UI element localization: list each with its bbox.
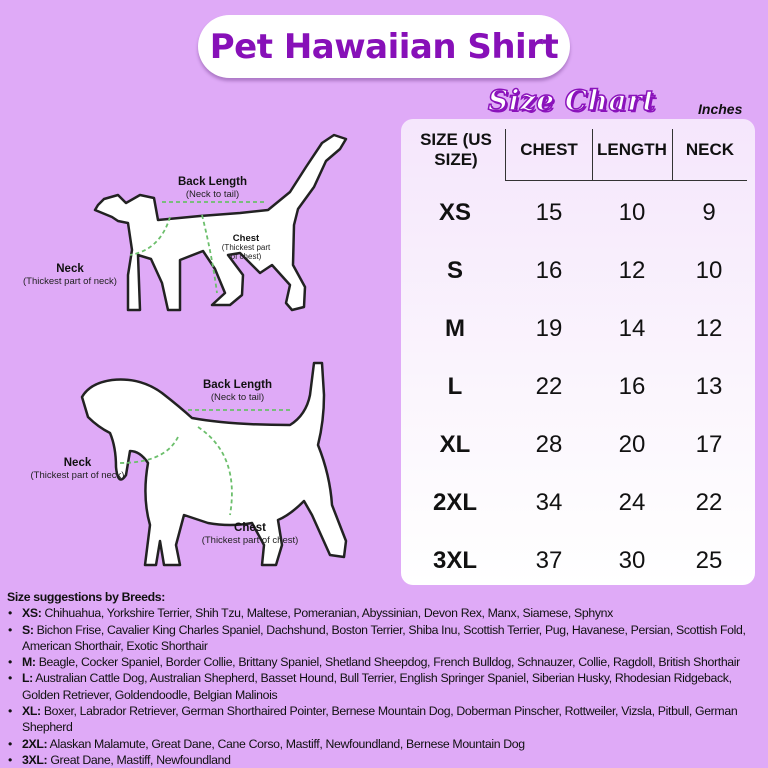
length-cell: 24: [618, 489, 646, 516]
breed-names: Great Dane, Mastiff, Newfoundland: [47, 752, 231, 767]
breed-list-item: 2XL: Alaskan Malamute, Great Dane, Cane …: [7, 736, 765, 753]
cat-neck-title: Neck: [56, 263, 84, 275]
cat-back-length-note: (Neck to tail): [185, 189, 240, 200]
size-cell: L: [447, 373, 463, 400]
header-divider: [505, 180, 747, 181]
cat-back-length-title: Back Length: [177, 176, 247, 188]
cat-chest-title: Chest: [232, 233, 260, 244]
size-cell: S: [446, 257, 463, 284]
chest-cell: 19: [535, 315, 563, 342]
breed-size-label: S:: [22, 622, 34, 637]
dog-chest-title: Chest: [234, 522, 266, 534]
dog-illustration: [80, 361, 348, 567]
column-divider: [592, 129, 593, 180]
dog-back-length-label: Back Length (Neck to tail): [185, 379, 290, 404]
chest-cell: 34: [535, 489, 563, 516]
neck-cell: 10: [695, 257, 723, 284]
unit-label: Inches: [698, 101, 743, 117]
dog-chest-label: Chest (Thickest part of chest): [185, 522, 315, 547]
chest-cell: 28: [535, 431, 563, 458]
cat-neck-label: Neck (Thickest part of neck): [10, 263, 130, 288]
neck-cell: 25: [695, 547, 723, 574]
chest-cell: 37: [535, 547, 563, 574]
header-length: LENGTH: [597, 139, 667, 159]
breed-names: Chihuahua, Yorkshire Terrier, Shih Tzu, …: [41, 606, 614, 621]
chest-cell: 22: [535, 373, 563, 400]
size-cell: M: [445, 315, 465, 342]
size-cell: 3XL: [432, 547, 477, 574]
cat-silhouette: [93, 133, 348, 312]
column-divider: [505, 129, 506, 180]
dog-chest-note: (Thickest part of chest): [201, 535, 299, 546]
cat-neck-note: (Thickest part of neck): [23, 276, 117, 287]
dog-neck-note: (Thickest part of neck): [30, 470, 125, 481]
neck-measure-line: [119, 436, 179, 464]
size-cell: XL: [439, 431, 471, 458]
cat-illustration: [93, 133, 348, 312]
dog-neck-label: Neck (Thickest part of neck): [15, 457, 140, 482]
breed-list-item: 3XL: Great Dane, Mastiff, Newfoundland: [7, 752, 765, 768]
breed-suggestions: Size suggestions by Breeds: XS: Chihuahu…: [7, 589, 765, 768]
breed-list: XS: Chihuahua, Yorkshire Terrier, Shih T…: [7, 605, 765, 768]
chest-measure-line: [201, 214, 218, 294]
chest-measure-line: [197, 426, 233, 516]
chest-cell: 16: [535, 257, 563, 284]
size-cell: XS: [438, 199, 471, 226]
header-neck: NECK: [685, 139, 735, 159]
neck-cell: 22: [695, 489, 723, 516]
dog-back-length-note: (Neck to tail): [210, 392, 265, 403]
dog-neck-title: Neck: [63, 457, 92, 469]
breed-names: Beagle, Cocker Spaniel, Border Collie, B…: [35, 655, 741, 670]
cat-chest-label: Chest (Thickest part of chest): [220, 234, 272, 261]
header-chest: CHEST: [520, 139, 578, 159]
neck-cell: 13: [695, 373, 723, 400]
breed-list-item: XL: Boxer, Labrador Retriever, German Sh…: [7, 703, 765, 736]
breed-list-item: XS: Chihuahua, Yorkshire Terrier, Shih T…: [7, 605, 765, 622]
breed-size-label: M:: [22, 655, 36, 670]
breeds-heading: Size suggestions by Breeds:: [7, 590, 165, 604]
column-divider: [672, 129, 673, 180]
chest-cell: 15: [535, 199, 563, 226]
breed-list-item: M: Beagle, Cocker Spaniel, Border Collie…: [7, 654, 765, 671]
dog-back-length-title: Back Length: [202, 379, 272, 391]
breed-size-label: 3XL:: [22, 752, 48, 767]
neck-cell: 17: [695, 431, 723, 458]
breed-list-item: S: Bichon Frise, Cavalier King Charles S…: [7, 622, 765, 655]
breed-names: Boxer, Labrador Retriever, German Shorth…: [22, 704, 738, 735]
breed-names: Alaskan Malamute, Great Dane, Cane Corso…: [47, 736, 526, 751]
length-cell: 30: [618, 547, 646, 574]
cat-chest-note: (Thickest part of chest): [221, 243, 271, 261]
page-title: Pet Hawaiian Shirt: [209, 26, 559, 67]
length-cell: 14: [618, 315, 646, 342]
header-size: SIZE (US SIZE): [420, 129, 492, 169]
size-table: SIZE (US SIZE) CHEST LENGTH NECK XS 15 10 9…: [401, 119, 755, 585]
size-chart-heading: Size Chart: [487, 83, 656, 118]
breed-names: Bichon Frise, Cavalier King Charles Span…: [22, 622, 746, 653]
breed-size-label: XL:: [22, 704, 41, 719]
breed-size-label: 2XL:: [22, 736, 48, 751]
breed-size-label: L:: [22, 671, 33, 686]
neck-measure-line: [129, 216, 171, 256]
length-cell: 12: [618, 257, 646, 284]
breed-list-item: L: Australian Cattle Dog, Australian She…: [7, 670, 765, 703]
neck-cell: 9: [702, 199, 716, 226]
size-cell: 2XL: [432, 489, 477, 516]
cat-back-length-label: Back Length (Neck to tail): [160, 176, 265, 201]
length-cell: 16: [618, 373, 646, 400]
neck-cell: 12: [695, 315, 723, 342]
title-banner: Pet Hawaiian Shirt: [198, 15, 570, 78]
length-cell: 10: [618, 199, 646, 226]
breed-size-label: XS:: [22, 606, 42, 621]
length-cell: 20: [618, 431, 646, 458]
breed-names: Australian Cattle Dog, Australian Shephe…: [22, 671, 732, 702]
dog-silhouette: [80, 361, 348, 567]
